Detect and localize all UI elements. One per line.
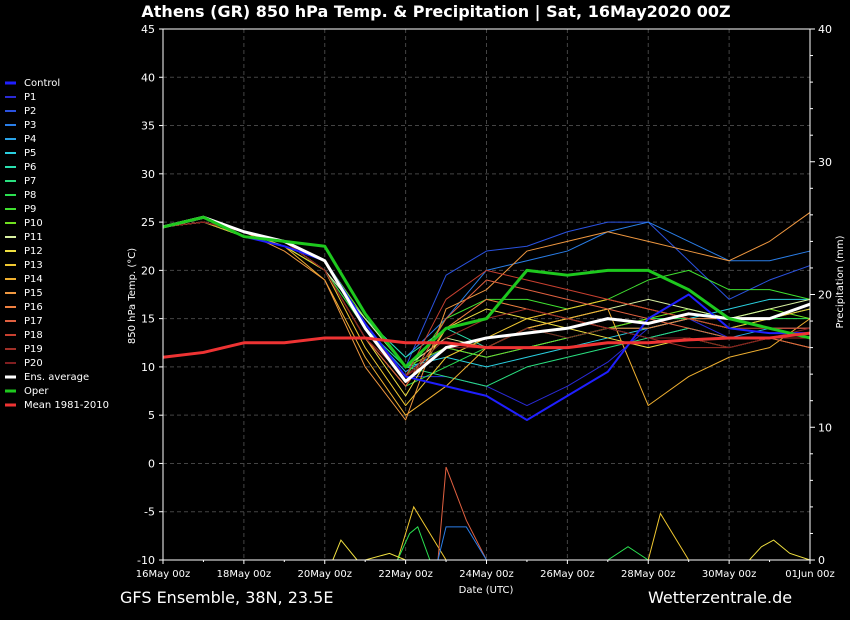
series-line-mean-1981-2010 [162, 331, 811, 359]
y-tick-label: 30 [141, 168, 155, 181]
x-axis-label: Date (UTC) [459, 585, 514, 596]
chart-title: Athens (GR) 850 hPa Temp. & Precipitatio… [141, 2, 730, 22]
y-tick-label: -10 [137, 554, 155, 567]
temperature-series [162, 212, 811, 422]
x-tick-label: 22May 00z [378, 569, 433, 580]
legend-label-p6: P6 [24, 162, 36, 173]
x-tick-label: 16May 00z [136, 569, 191, 580]
legend-label-p10: P10 [24, 218, 43, 229]
legend-label-control: Control [24, 78, 60, 89]
legend-label-p8: P8 [24, 190, 36, 201]
legend-label-p15: P15 [24, 288, 43, 299]
y-tick-label: 15 [141, 313, 155, 326]
series-line-ens-average [162, 215, 811, 383]
y-right-tick-label: 30 [818, 156, 832, 169]
legend-label-p3: P3 [24, 120, 36, 131]
x-tick-label: 26May 00z [540, 569, 595, 580]
series-line-oper [162, 215, 811, 369]
legend-label-p1: P1 [24, 92, 36, 103]
y-tick-label: 40 [141, 71, 155, 84]
legend-label-p9: P9 [24, 204, 36, 215]
legend-label-p13: P13 [24, 260, 43, 271]
footer-site: Wetterzentrale.de [648, 588, 793, 607]
plot-frame [162, 28, 811, 561]
footer-model-info: GFS Ensemble, 38N, 23.5E [120, 588, 334, 607]
legend-label-ens-average: Ens. average [24, 372, 89, 383]
legend-label-p19: P19 [24, 344, 43, 355]
y-tick-label: 25 [141, 216, 155, 229]
y-axis-label-right: Precipitation (mm) [835, 235, 846, 328]
y-tick-label: 10 [141, 361, 155, 374]
y-tick-label: 5 [148, 409, 155, 422]
y-tick-label: 35 [141, 120, 155, 133]
series-line-control [162, 216, 810, 422]
legend-label-oper: Oper [24, 386, 49, 397]
axes: 16May 00z 18May 00z 20May 00z 22May 00z 24Ma… [136, 23, 835, 580]
precip-line-p12 [163, 539, 811, 561]
legend: Control P1 P2 P3 P4 P5 P6 P7 P8 P9 P10 P11 P12 P13 P14… [5, 78, 109, 411]
y-right-tick-label: 0 [818, 554, 825, 567]
legend-label-p14: P14 [24, 274, 43, 285]
series-line-p15 [162, 212, 811, 421]
y-tick-label: 0 [148, 457, 155, 470]
legend-label-p17: P17 [24, 316, 43, 327]
x-tick-label: 28May 00z [621, 569, 676, 580]
y-axis-label-left: 850 hPa Temp. (°C) [127, 248, 138, 344]
legend-label-p11: P11 [24, 232, 43, 243]
y-right-tick-label: 10 [818, 421, 832, 434]
legend-label-p12: P12 [24, 246, 43, 257]
y-tick-label: 45 [141, 23, 155, 36]
legend-label-p4: P4 [24, 134, 36, 145]
y-right-tick-label: 40 [818, 23, 832, 36]
x-tick-label: 01Jun 00z [785, 569, 835, 580]
x-tick-label: 18May 00z [217, 569, 272, 580]
legend-label-mean-1981-2010: Mean 1981-2010 [24, 400, 109, 411]
legend-label-p16: P16 [24, 302, 43, 313]
legend-label-p7: P7 [24, 176, 36, 187]
legend-label-p18: P18 [24, 330, 43, 341]
y-tick-label: 20 [141, 264, 155, 277]
legend-label-p20: P20 [24, 358, 43, 369]
legend-label-p5: P5 [24, 148, 36, 159]
x-tick-label: 24May 00z [459, 569, 514, 580]
x-tick-label: 20May 00z [297, 569, 352, 580]
y-tick-label: -5 [144, 506, 155, 519]
y-right-tick-label: 20 [818, 289, 832, 302]
legend-label-p2: P2 [24, 106, 36, 117]
x-tick-label: 30May 00z [702, 569, 757, 580]
